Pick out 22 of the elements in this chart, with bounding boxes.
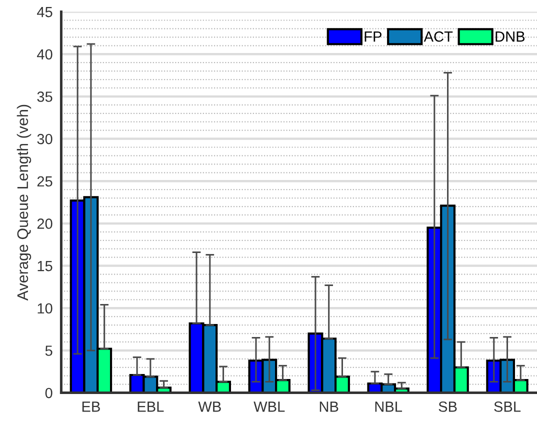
x-tick-label: NBL — [375, 402, 402, 412]
y-tick-label: 30 — [37, 134, 52, 144]
y-tick-label: 40 — [37, 49, 52, 60]
y-tick-label: 15 — [38, 261, 52, 272]
y-tick-label: 5 — [45, 346, 52, 356]
legend-label: ACT — [424, 31, 453, 42]
y-tick-label: 35 — [37, 92, 52, 102]
x-tick-label: SBL — [494, 402, 521, 412]
y-tick-label: 10 — [38, 303, 52, 314]
y-tick-label: 20 — [37, 218, 52, 229]
legend-label: DNB — [496, 32, 525, 42]
legend-label: FP — [364, 32, 382, 42]
x-tick-label: SB — [438, 402, 457, 412]
x-tick-label: WBL — [254, 402, 285, 412]
y-tick-label: 25 — [37, 176, 52, 187]
x-tick-label: WB — [198, 402, 221, 412]
y-tick-label: 0 — [45, 388, 52, 398]
y-tick-label: 45 — [37, 7, 52, 18]
y-axis-title: Average Queue Length (veh) — [16, 104, 32, 301]
x-tick-label: EBL — [138, 402, 164, 412]
x-tick-label: NB — [320, 402, 338, 412]
x-tick-label: EB — [82, 402, 100, 412]
